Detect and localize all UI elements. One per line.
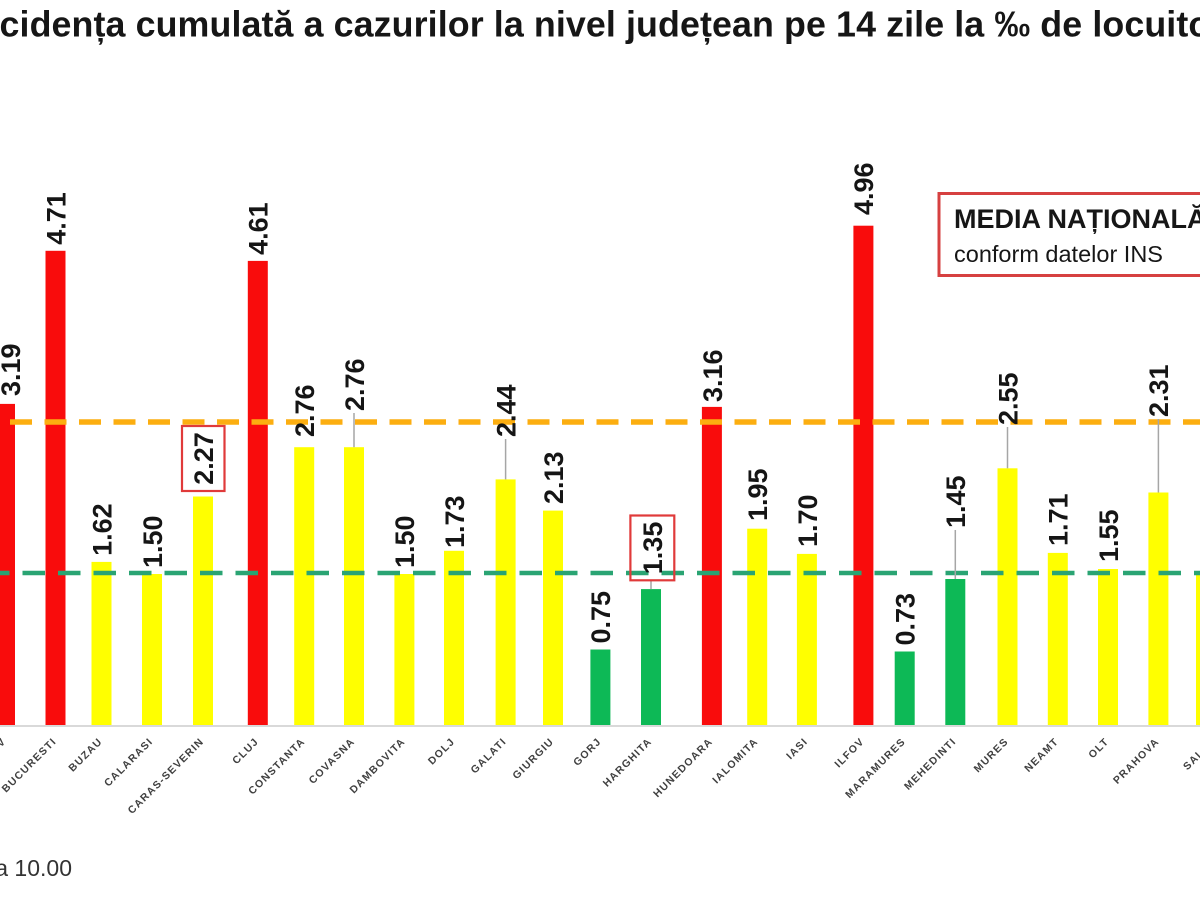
svg-text:1.62: 1.62 <box>87 503 117 556</box>
svg-text:3.19: 3.19 <box>0 343 26 396</box>
svg-text:1.70: 1.70 <box>793 494 823 547</box>
svg-text:3.16: 3.16 <box>698 349 728 402</box>
svg-text:conform datelor INS: conform datelor INS <box>954 241 1163 267</box>
svg-text:1.50: 1.50 <box>390 515 420 568</box>
svg-text:4.96: 4.96 <box>849 162 879 215</box>
svg-text:1.95: 1.95 <box>743 468 773 521</box>
svg-text:Incidența cumulată a cazurilor: Incidența cumulată a cazurilor la nivel … <box>0 5 1200 45</box>
svg-text:2.27: 2.27 <box>189 432 219 485</box>
svg-text:2.76: 2.76 <box>290 384 320 437</box>
svg-text:1.50: 1.50 <box>138 515 168 568</box>
svg-text:2.31: 2.31 <box>1144 364 1174 417</box>
svg-text:0.75: 0.75 <box>586 591 616 644</box>
svg-text:1.35: 1.35 <box>638 522 668 575</box>
svg-text:4.61: 4.61 <box>244 202 274 255</box>
svg-text:4.71: 4.71 <box>41 192 71 245</box>
svg-text:0.73: 0.73 <box>891 593 921 646</box>
svg-text:MEDIA NAȚIONALĂ: MEDIA NAȚIONALĂ <box>954 203 1200 234</box>
svg-text:1.73: 1.73 <box>440 495 470 548</box>
svg-text:1.71: 1.71 <box>1044 493 1074 546</box>
svg-text:2.76: 2.76 <box>340 358 370 411</box>
svg-text:2.13: 2.13 <box>539 451 569 504</box>
svg-text:2.55: 2.55 <box>993 372 1023 425</box>
svg-text:1.45: 1.45 <box>941 475 971 528</box>
svg-text:conform raportării la ora 10.0: conform raportării la ora 10.00 <box>0 855 72 881</box>
svg-text:2.44: 2.44 <box>492 384 522 437</box>
svg-text:1.55: 1.55 <box>1094 509 1124 562</box>
